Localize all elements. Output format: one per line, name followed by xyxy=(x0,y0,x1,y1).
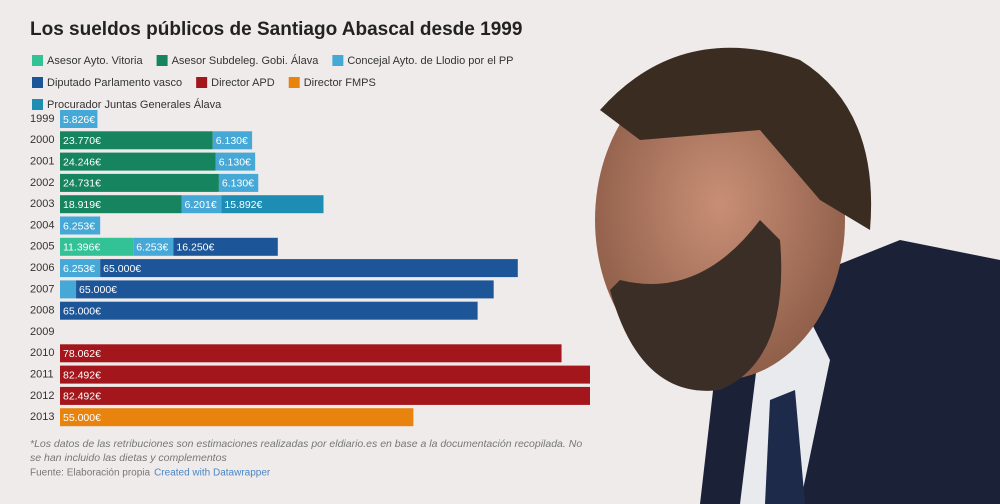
bar-segment xyxy=(60,195,182,214)
value-label: 18.919€ xyxy=(63,199,101,211)
bar-segment xyxy=(60,110,98,128)
value-label: 6.201€ xyxy=(185,199,217,211)
value-label: 65.000€ xyxy=(103,263,141,275)
y-tick-label: 2000 xyxy=(30,134,54,146)
value-label: 6.130€ xyxy=(222,178,254,190)
value-label: 82.492€ xyxy=(63,391,101,403)
y-tick-label: 2003 xyxy=(30,198,54,210)
value-label: 65.000€ xyxy=(79,284,117,296)
chart-title: Los sueldos públicos de Santiago Abascal… xyxy=(30,19,522,40)
bar-segment xyxy=(60,386,590,405)
bar-segment xyxy=(221,195,324,214)
value-label: 11.396€ xyxy=(63,242,100,254)
y-tick-label: 2011 xyxy=(30,369,54,381)
y-tick-label: 1999 xyxy=(30,113,54,125)
legend-swatch xyxy=(32,99,43,110)
bar-segment xyxy=(133,237,174,256)
legend-label: Asesor Subdeleg. Gobi. Álava xyxy=(172,54,320,67)
bar-segment xyxy=(173,237,278,256)
legend-swatch xyxy=(332,55,344,66)
bar-segment xyxy=(60,280,77,299)
legend-label: Concejal Ayto. de Llodio por el PP xyxy=(347,55,513,67)
bar-segment xyxy=(215,152,256,171)
bar-segment xyxy=(76,280,494,299)
legend-label: Director APD xyxy=(211,77,275,89)
bar-segment xyxy=(60,173,219,192)
legend-label: Diputado Parlamento vasco xyxy=(47,77,182,89)
value-label: 16.250€ xyxy=(176,242,214,254)
bar-segment xyxy=(60,216,101,235)
y-tick-label: 2008 xyxy=(30,305,54,317)
value-label: 23.770€ xyxy=(63,135,101,147)
source: Fuente: Elaboración propia xyxy=(30,468,151,479)
note-line: se han incluido las dietas y complemento… xyxy=(30,452,227,464)
bar-segment xyxy=(181,195,222,214)
y-tick-label: 2009 xyxy=(30,326,54,338)
bar-segment xyxy=(60,301,478,320)
y-tick-label: 2013 xyxy=(30,411,54,423)
bar-segment xyxy=(60,408,414,427)
y-tick-label: 2002 xyxy=(30,177,54,189)
bar-segment xyxy=(60,131,213,150)
legend-label: Asesor Ayto. Vitoria xyxy=(47,55,143,67)
photo xyxy=(595,47,1000,504)
value-label: 15.892€ xyxy=(224,199,262,211)
y-tick-label: 2010 xyxy=(30,347,54,359)
legend-swatch xyxy=(32,55,43,66)
legend-swatch xyxy=(156,55,168,66)
bar-segment xyxy=(218,173,259,192)
value-label: 6.253€ xyxy=(136,242,168,254)
y-tick-label: 2005 xyxy=(30,241,54,253)
value-label: 6.130€ xyxy=(219,156,251,168)
value-label: 55.000€ xyxy=(63,412,101,424)
legend: Asesor Ayto. Vitoria Asesor Subdeleg. Gob… xyxy=(32,54,514,111)
bar-segment xyxy=(100,259,518,278)
legend-label: Director FMPS xyxy=(304,77,376,89)
note-line: *Los datos de las retribuciones son esti… xyxy=(30,438,582,450)
bars: 1999 5.826€ 2000 23.770€ 6.130€ 2001 24.246€ 6.… xyxy=(30,110,590,427)
value-label: 6.130€ xyxy=(216,135,248,147)
value-label: 65.000€ xyxy=(63,305,101,317)
value-label: 24.246€ xyxy=(63,156,101,168)
legend-label: Procurador Juntas Generales Álava xyxy=(47,98,222,111)
bar-segment xyxy=(60,237,134,256)
legend-swatch xyxy=(196,77,208,88)
credit-link[interactable]: Created with Datawrapper xyxy=(154,468,271,479)
y-tick-label: 2001 xyxy=(30,156,54,168)
note: *Los datos de las retribuciones son esti… xyxy=(30,438,582,464)
value-label: 6.253€ xyxy=(63,220,95,232)
bar-segment xyxy=(60,259,101,278)
y-tick-label: 2004 xyxy=(30,219,54,231)
value-label: 6.253€ xyxy=(63,263,95,275)
legend-swatch xyxy=(32,77,43,88)
value-label: 24.731€ xyxy=(63,178,101,190)
bar-segment xyxy=(60,365,590,384)
y-tick-label: 2012 xyxy=(30,390,54,402)
legend-swatch xyxy=(288,77,300,88)
value-label: 82.492€ xyxy=(63,369,101,381)
bar-segment xyxy=(60,152,216,171)
value-label: 5.826€ xyxy=(63,114,95,126)
bar-segment xyxy=(212,131,253,150)
y-tick-label: 2006 xyxy=(30,262,54,274)
y-tick-label: 2007 xyxy=(30,283,54,295)
value-label: 78.062€ xyxy=(63,348,101,360)
bar-segment xyxy=(60,344,562,363)
